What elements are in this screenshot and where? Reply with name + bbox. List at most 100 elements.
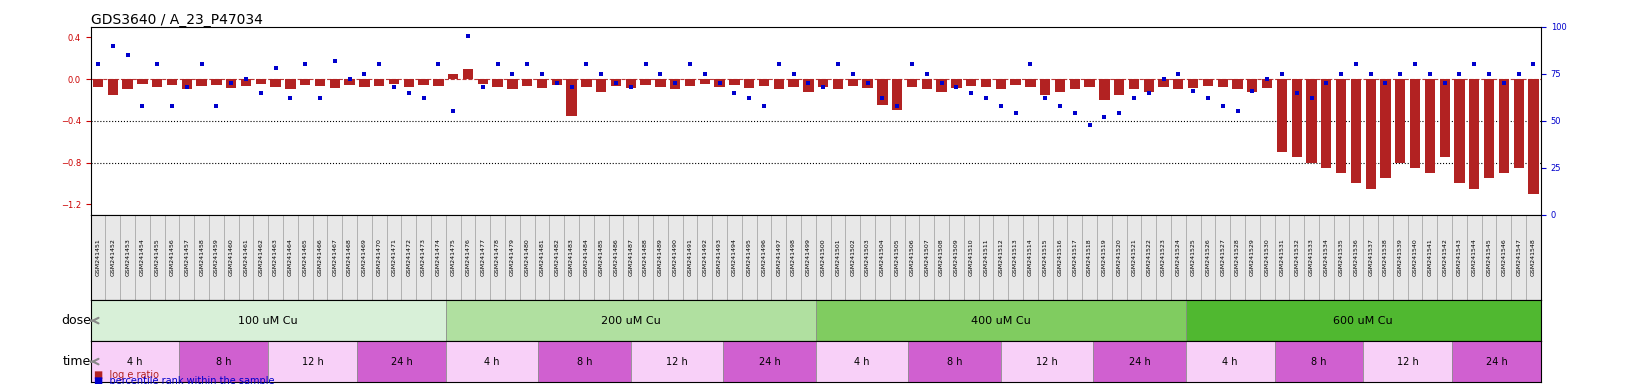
Point bbox=[188, 61, 214, 68]
Bar bbox=[1437, 215, 1452, 300]
Bar bbox=[611, 79, 621, 86]
Bar bbox=[1025, 79, 1035, 88]
Bar bbox=[209, 215, 224, 300]
Text: GSM241476: GSM241476 bbox=[465, 238, 470, 276]
Bar bbox=[1009, 215, 1023, 300]
Bar bbox=[801, 215, 816, 300]
Point bbox=[1224, 108, 1251, 114]
Point bbox=[1521, 61, 1547, 68]
Text: GSM241454: GSM241454 bbox=[140, 238, 145, 276]
Text: GSM241530: GSM241530 bbox=[1264, 238, 1269, 276]
Text: GSM241537: GSM241537 bbox=[1368, 238, 1373, 276]
Bar bbox=[330, 79, 339, 88]
Bar bbox=[1363, 341, 1452, 382]
Point bbox=[987, 103, 1014, 109]
Text: 8 h: 8 h bbox=[946, 357, 962, 367]
Text: 600 uM Cu: 600 uM Cu bbox=[1333, 316, 1393, 326]
Bar bbox=[1528, 79, 1539, 194]
Bar bbox=[1259, 215, 1274, 300]
Bar bbox=[890, 215, 905, 300]
Bar bbox=[1244, 215, 1259, 300]
Point bbox=[158, 103, 185, 109]
Bar bbox=[1393, 215, 1407, 300]
Bar bbox=[404, 79, 414, 88]
Bar bbox=[1513, 79, 1524, 168]
Bar bbox=[107, 79, 119, 95]
Bar bbox=[475, 215, 489, 300]
Bar bbox=[1053, 215, 1068, 300]
Text: GSM241471: GSM241471 bbox=[392, 238, 397, 276]
Bar bbox=[1366, 79, 1376, 189]
Text: 12 h: 12 h bbox=[666, 357, 687, 367]
Text: 12 h: 12 h bbox=[1398, 357, 1419, 367]
Point bbox=[1447, 71, 1473, 77]
Text: GSM241508: GSM241508 bbox=[939, 238, 944, 276]
Bar bbox=[593, 215, 608, 300]
Bar bbox=[653, 215, 667, 300]
Point bbox=[677, 61, 704, 68]
Point bbox=[1002, 110, 1028, 116]
Bar bbox=[552, 79, 562, 85]
Point bbox=[1017, 61, 1043, 68]
Bar bbox=[1129, 79, 1139, 89]
Point bbox=[336, 76, 363, 83]
Bar bbox=[389, 79, 399, 84]
Bar bbox=[1200, 215, 1215, 300]
Text: GSM241468: GSM241468 bbox=[348, 238, 353, 276]
Text: GSM241458: GSM241458 bbox=[199, 238, 204, 276]
Bar bbox=[137, 79, 148, 84]
Point bbox=[972, 95, 999, 101]
Point bbox=[928, 80, 954, 86]
Bar bbox=[860, 215, 875, 300]
Bar bbox=[359, 79, 369, 88]
Bar bbox=[387, 215, 402, 300]
Point bbox=[1061, 110, 1088, 116]
Bar bbox=[358, 215, 372, 300]
Bar bbox=[700, 79, 710, 84]
Bar bbox=[1498, 79, 1510, 173]
Bar bbox=[1229, 215, 1244, 300]
Point bbox=[1106, 110, 1132, 116]
Bar bbox=[638, 215, 653, 300]
Bar bbox=[463, 69, 473, 79]
Bar bbox=[1526, 215, 1541, 300]
Bar bbox=[564, 215, 578, 300]
Text: GSM241500: GSM241500 bbox=[821, 238, 826, 276]
Point bbox=[84, 61, 110, 68]
Bar bbox=[432, 215, 447, 300]
Text: GSM241475: GSM241475 bbox=[450, 238, 456, 276]
Bar bbox=[1363, 215, 1378, 300]
Bar bbox=[300, 79, 310, 85]
Bar bbox=[1439, 79, 1450, 157]
Text: GSM241506: GSM241506 bbox=[910, 238, 915, 276]
Bar bbox=[522, 79, 532, 86]
Point bbox=[1402, 61, 1429, 68]
Bar bbox=[723, 341, 816, 382]
Bar bbox=[549, 215, 564, 300]
Bar bbox=[1023, 215, 1038, 300]
Text: GSM241522: GSM241522 bbox=[1147, 238, 1152, 276]
Bar bbox=[1337, 79, 1346, 173]
Text: GSM241525: GSM241525 bbox=[1190, 238, 1195, 276]
Point bbox=[1046, 103, 1073, 109]
Text: GSM241502: GSM241502 bbox=[850, 238, 855, 276]
Point bbox=[470, 84, 496, 90]
Bar bbox=[1289, 215, 1304, 300]
Text: GSM241474: GSM241474 bbox=[437, 238, 442, 276]
Bar bbox=[285, 79, 295, 89]
Point bbox=[396, 89, 422, 96]
Bar bbox=[831, 215, 845, 300]
Text: 8 h: 8 h bbox=[216, 357, 232, 367]
Point bbox=[366, 61, 392, 68]
Bar bbox=[1318, 215, 1333, 300]
Point bbox=[633, 61, 659, 68]
Bar bbox=[832, 79, 844, 89]
Point bbox=[796, 80, 822, 86]
Bar bbox=[1292, 79, 1302, 157]
Point bbox=[114, 52, 140, 58]
Bar bbox=[344, 79, 354, 85]
Point bbox=[351, 71, 377, 77]
Point bbox=[485, 61, 511, 68]
Bar bbox=[758, 79, 770, 86]
Bar bbox=[1426, 79, 1435, 173]
